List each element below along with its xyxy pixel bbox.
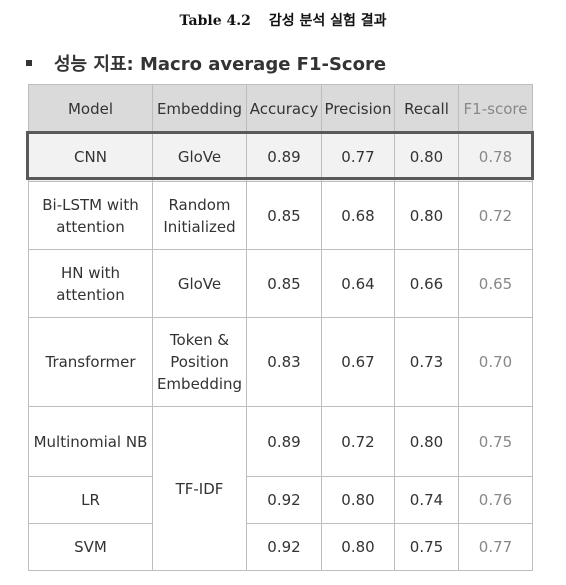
table-row-svm: SVM 0.92 0.80 0.75 0.77	[28, 523, 533, 571]
cell-accuracy: 0.83	[246, 317, 322, 407]
header-f1: F1-score	[458, 84, 533, 133]
cell-model: Bi-LSTM with attention	[28, 181, 153, 250]
cell-recall: 0.66	[394, 249, 459, 318]
table-row-bilstm: Bi-LSTM with attention Random Initialize…	[28, 181, 533, 250]
header-model: Model	[28, 84, 153, 133]
cell-f1: 0.76	[458, 476, 533, 524]
cell-recall: 0.73	[394, 317, 459, 407]
cell-embedding: Token & Position Embedding	[152, 317, 247, 407]
header-embedding: Embedding	[152, 84, 247, 133]
cell-recall: 0.80	[394, 132, 459, 182]
section-heading: 성능 지표: Macro average F1-Score	[26, 50, 386, 76]
cell-precision: 0.80	[321, 476, 395, 524]
cell-recall: 0.80	[394, 181, 459, 250]
table-title: 감성 분석 실험 결과	[268, 13, 387, 29]
header-accuracy: Accuracy	[246, 84, 322, 133]
cell-model: Transformer	[28, 317, 153, 407]
table-row-nb: Multinomial NB TF-IDF 0.89 0.72 0.80 0.7…	[28, 406, 533, 571]
cell-recall: 0.75	[394, 523, 459, 571]
header-precision: Precision	[321, 84, 395, 133]
cell-precision: 0.72	[321, 406, 395, 477]
cell-f1: 0.77	[458, 523, 533, 571]
table-row-lr: LR 0.92 0.80 0.74 0.76	[28, 476, 533, 524]
cell-accuracy: 0.85	[246, 181, 322, 250]
cell-precision: 0.77	[321, 132, 395, 182]
cell-recall: 0.80	[394, 406, 459, 477]
cell-model: LR	[28, 476, 153, 524]
cell-accuracy: 0.89	[246, 406, 322, 477]
heading-text: 성능 지표: Macro average F1-Score	[54, 54, 387, 75]
cell-accuracy: 0.92	[246, 476, 322, 524]
cell-f1: 0.65	[458, 249, 533, 318]
bullet-icon	[26, 60, 32, 66]
cell-accuracy: 0.92	[246, 523, 322, 571]
cell-recall: 0.74	[394, 476, 459, 524]
cell-precision: 0.68	[321, 181, 395, 250]
table-caption: Table 4.2 감성 분석 실험 결과	[0, 10, 566, 30]
cell-precision: 0.80	[321, 523, 395, 571]
cell-accuracy: 0.85	[246, 249, 322, 318]
table-row-transformer: Transformer Token & Position Embedding 0…	[28, 317, 533, 407]
cell-model: HN with attention	[28, 249, 153, 318]
cell-f1: 0.75	[458, 406, 533, 477]
cell-embedding: Random Initialized	[152, 181, 247, 250]
cell-precision: 0.64	[321, 249, 395, 318]
cell-model: CNN	[28, 132, 153, 182]
cell-embedding: GloVe	[152, 132, 247, 182]
results-table: Model Embedding Accuracy Precision Recal…	[28, 84, 533, 571]
table-row-hn: HN with attention GloVe 0.85 0.64 0.66 0…	[28, 249, 533, 318]
cell-model: SVM	[28, 523, 153, 571]
header-row: Model Embedding Accuracy Precision Recal…	[28, 84, 533, 133]
cell-f1: 0.72	[458, 181, 533, 250]
cell-f1: 0.78	[458, 132, 533, 182]
cell-embedding-merged: TF-IDF	[152, 406, 247, 571]
cell-embedding: GloVe	[152, 249, 247, 318]
cell-precision: 0.67	[321, 317, 395, 407]
cell-model: Multinomial NB	[28, 406, 153, 477]
table-number: Table 4.2	[179, 13, 251, 29]
header-recall: Recall	[394, 84, 459, 133]
cell-f1: 0.70	[458, 317, 533, 407]
cell-accuracy: 0.89	[246, 132, 322, 182]
table-row-cnn: CNN GloVe 0.89 0.77 0.80 0.78	[28, 132, 533, 182]
